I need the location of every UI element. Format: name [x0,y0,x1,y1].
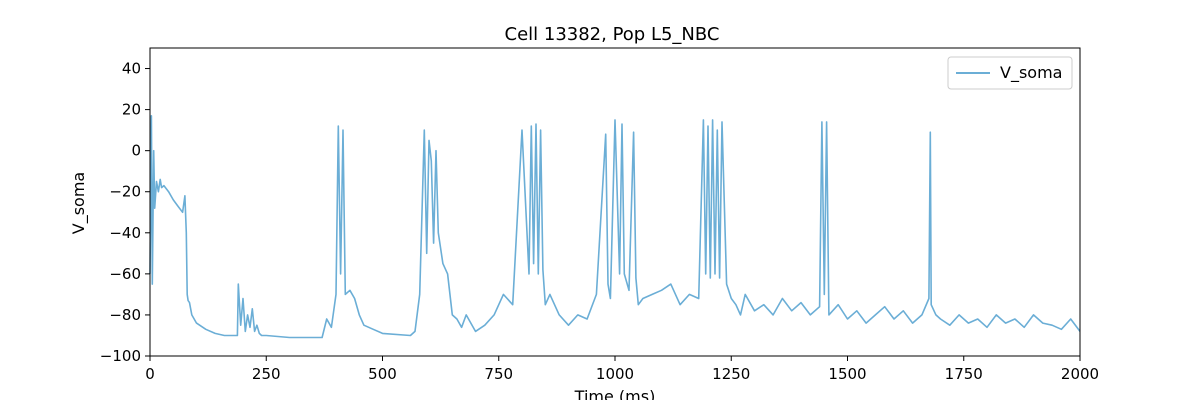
y-tick-label: −60 [109,265,141,283]
x-tick-label: 500 [368,365,397,383]
x-tick-label: 2000 [1061,365,1099,383]
x-tick-label: 750 [484,365,513,383]
x-tick-label: 250 [252,365,281,383]
plot-frame [149,47,1081,357]
y-tick-label: −80 [109,306,141,324]
x-tick-label: 1000 [596,365,634,383]
legend-label: V_soma [1000,63,1062,83]
y-axis-ticks: −100 −80 −60 −40 −20 0 20 40 [100,60,150,365]
y-axis-label: V_soma [69,172,89,234]
x-axis-ticks: 0 250 500 750 1000 1250 1500 1750 2000 [145,356,1099,383]
y-tick-label: −40 [109,224,141,242]
series-line-0 [149,115,1081,339]
x-tick-label: 0 [145,365,155,383]
x-tick-label: 1500 [828,365,866,383]
y-tick-label: −20 [109,183,141,201]
x-tick-label: 1750 [945,365,983,383]
plot-area [149,47,1081,357]
y-tick-label: 20 [122,101,141,119]
y-tick-label: 40 [122,60,141,78]
legend: V_soma [947,56,1073,90]
x-axis-label: Time (ms) [574,387,656,400]
chart-title: Cell 13382, Pop L5_NBC [505,24,720,45]
y-tick-label: 0 [131,142,141,160]
y-tick-label: −100 [100,347,141,365]
x-tick-label: 1250 [712,365,750,383]
legend-box [947,56,1073,90]
